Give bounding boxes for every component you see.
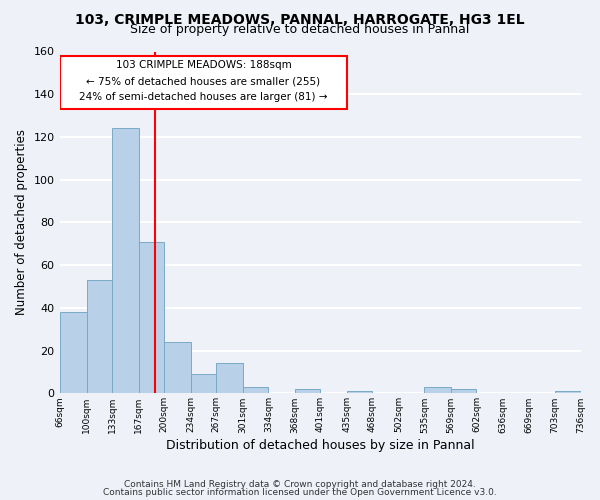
Y-axis label: Number of detached properties: Number of detached properties [15,130,28,316]
Text: Size of property relative to detached houses in Pannal: Size of property relative to detached ho… [130,22,470,36]
Text: 103 CRIMPLE MEADOWS: 188sqm: 103 CRIMPLE MEADOWS: 188sqm [116,60,292,70]
Bar [424,387,451,394]
Bar [112,128,139,394]
X-axis label: Distribution of detached houses by size in Pannal: Distribution of detached houses by size … [166,440,475,452]
Bar [555,392,581,394]
Bar [347,392,373,394]
Bar [164,342,191,394]
Bar [451,389,476,394]
Bar [217,364,243,394]
Text: 24% of semi-detached houses are larger (81) →: 24% of semi-detached houses are larger (… [79,92,328,102]
Text: Contains public sector information licensed under the Open Government Licence v3: Contains public sector information licen… [103,488,497,497]
Bar [139,242,164,394]
Bar [60,312,86,394]
Text: ← 75% of detached houses are smaller (255): ← 75% of detached houses are smaller (25… [86,76,320,86]
Text: Contains HM Land Registry data © Crown copyright and database right 2024.: Contains HM Land Registry data © Crown c… [124,480,476,489]
Bar [86,280,112,394]
Bar [60,56,347,109]
Bar [295,389,320,394]
Bar [191,374,217,394]
Bar [243,387,268,394]
Text: 103, CRIMPLE MEADOWS, PANNAL, HARROGATE, HG3 1EL: 103, CRIMPLE MEADOWS, PANNAL, HARROGATE,… [75,12,525,26]
